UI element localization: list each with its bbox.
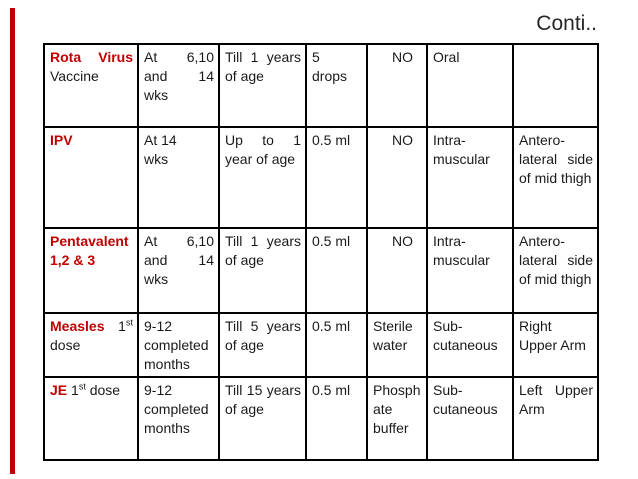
site-cell: [512, 43, 599, 128]
schedule-cell: 9-12 completed months: [137, 312, 220, 378]
schedule-cell: 9-12 completed months: [137, 376, 220, 461]
site-cell: Antero-lateral side of mid thigh: [512, 227, 599, 314]
dose-cell: 0.5 ml: [305, 312, 368, 378]
vaccine-name-cell: Measles 1st dose: [43, 312, 139, 378]
vaccine-name-cell: Rota Virus Vaccine: [43, 43, 139, 128]
age-limit-cell: Till 15 years of age: [218, 376, 307, 461]
red-accent-bar: [10, 8, 15, 474]
dose-cell: 0.5 ml: [305, 376, 368, 461]
vaccine-name-red: IPV: [50, 132, 73, 148]
schedule-cell: At 6,10 and 14 wks: [137, 227, 220, 314]
vaccine-name-cell: IPV: [43, 126, 139, 229]
table-row: JE 1st dose 9-12 completed months Till 15 …: [43, 376, 599, 461]
schedule-cell: At 14 wks: [137, 126, 220, 229]
vaccine-table: Rota Virus Vaccine At 6,10 and 14 wks Till…: [43, 43, 599, 461]
dose-cell: 0.5 ml: [305, 227, 368, 314]
vaccine-name-cell: JE 1st dose: [43, 376, 139, 461]
schedule-cell: At 6,10 and 14 wks: [137, 43, 220, 128]
vaccine-name-red: JE: [50, 382, 68, 398]
dose-cell: 0.5 ml: [305, 126, 368, 229]
ordinal-suffix: st: [78, 381, 86, 392]
route-cell: Oral: [426, 43, 514, 128]
diluent-cell: Phosphate buffer: [366, 376, 428, 461]
age-limit-cell: Up to 1 year of age: [218, 126, 307, 229]
table-row: Measles 1st dose 9-12 completed months Til…: [43, 312, 599, 378]
dose-cell: 5 drops: [305, 43, 368, 128]
vaccine-name-red: Pentavalent 1,2 & 3: [50, 233, 129, 268]
diluent-cell: NO: [366, 126, 428, 229]
vaccine-name-cell: Pentavalent 1,2 & 3: [43, 227, 139, 314]
age-limit-cell: Till 1 years of age: [218, 43, 307, 128]
vaccine-name-red: Measles: [50, 318, 105, 334]
table-row: Rota Virus Vaccine At 6,10 and 14 wks Till…: [43, 43, 599, 128]
ordinal-suffix: st: [125, 317, 133, 328]
route-cell: Sub-cutaneous: [426, 376, 514, 461]
vaccine-name-red: Rota Virus: [50, 49, 133, 65]
age-limit-cell: Till 5 years of age: [218, 312, 307, 378]
site-cell: Antero-lateral side of mid thigh: [512, 126, 599, 229]
table-row: IPV At 14 wks Up to 1 year of age 0.5 ml NO I…: [43, 126, 599, 229]
site-cell: Left Upper Arm: [512, 376, 599, 461]
diluent-cell: NO: [366, 227, 428, 314]
diluent-cell: Sterile water: [366, 312, 428, 378]
site-cell: Right Upper Arm: [512, 312, 599, 378]
continued-label: Conti..: [536, 12, 597, 35]
route-cell: Intra-muscular: [426, 126, 514, 229]
diluent-cell: NO: [366, 43, 428, 128]
route-cell: Intra-muscular: [426, 227, 514, 314]
age-limit-cell: Till 1 years of age: [218, 227, 307, 314]
vaccine-table-body: Rota Virus Vaccine At 6,10 and 14 wks Till…: [43, 43, 599, 461]
table-row: Pentavalent 1,2 & 3 At 6,10 and 14 wks Til…: [43, 227, 599, 314]
route-cell: Sub-cutaneous: [426, 312, 514, 378]
